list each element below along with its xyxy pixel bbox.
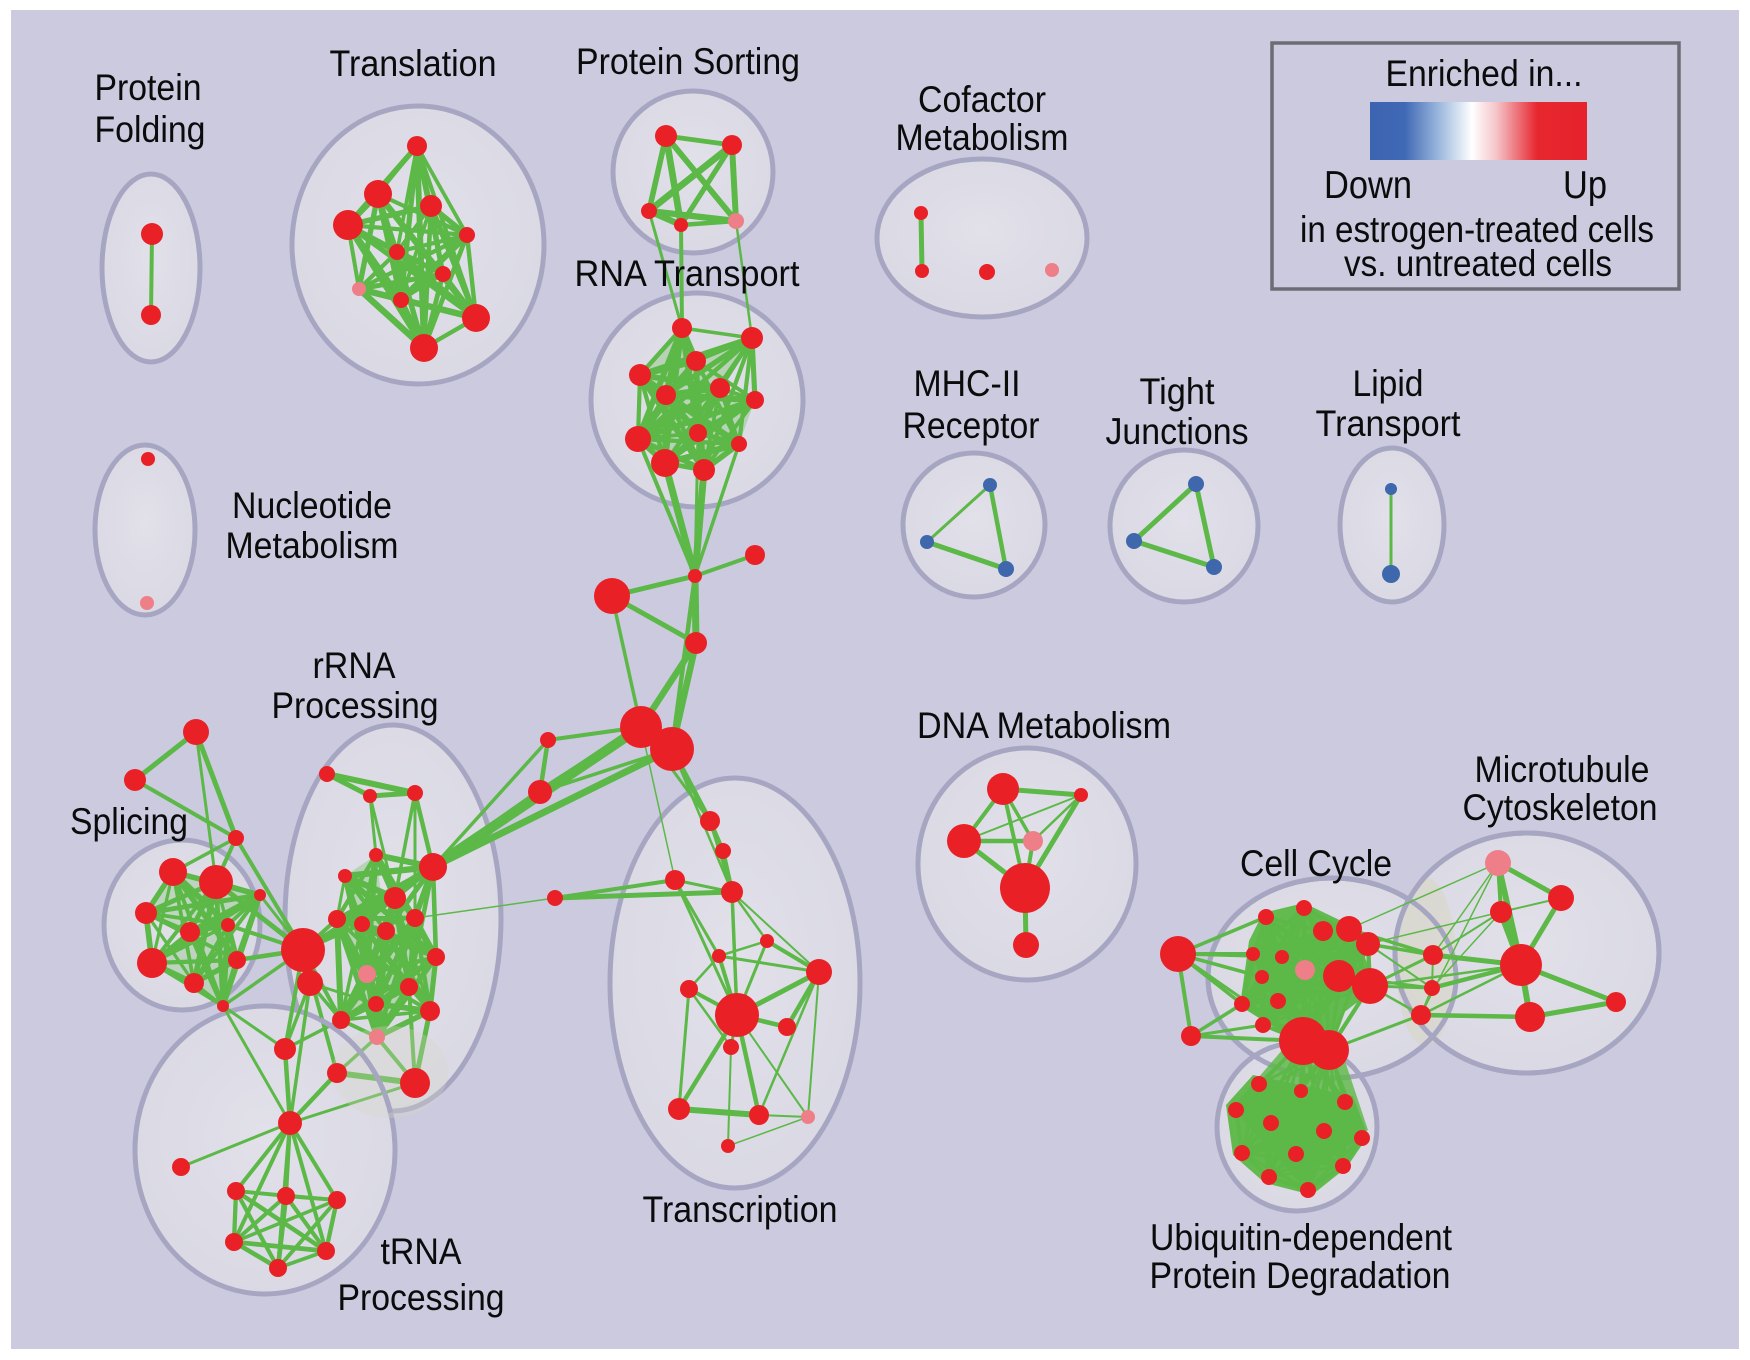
svg-text:Cofactor: Cofactor [918,78,1046,120]
svg-text:Processing: Processing [338,1276,505,1318]
svg-text:Cytoskeleton: Cytoskeleton [1463,786,1658,828]
svg-text:MHC-II: MHC-II [914,362,1021,404]
svg-text:Nucleotide: Nucleotide [232,484,392,526]
svg-text:tRNA: tRNA [381,1230,462,1272]
svg-text:Processing: Processing [272,684,439,726]
svg-text:RNA Transport: RNA Transport [575,252,801,294]
svg-text:Enriched in...: Enriched in... [1386,52,1583,94]
svg-text:Tight: Tight [1140,370,1216,412]
svg-text:Translation: Translation [330,42,497,84]
svg-text:Protein Sorting: Protein Sorting [576,40,800,82]
svg-text:Transcription: Transcription [643,1188,838,1230]
svg-text:Receptor: Receptor [903,404,1040,446]
svg-text:vs. untreated cells: vs. untreated cells [1344,243,1612,284]
svg-text:Transport: Transport [1316,402,1462,444]
svg-text:Microtubule: Microtubule [1475,748,1650,790]
svg-text:Up: Up [1563,164,1607,207]
svg-text:Metabolism: Metabolism [896,116,1069,158]
svg-text:DNA Metabolism: DNA Metabolism [917,704,1171,746]
svg-text:Splicing: Splicing [70,800,188,842]
svg-text:Protein Degradation: Protein Degradation [1150,1254,1451,1296]
svg-text:Metabolism: Metabolism [226,524,399,566]
svg-text:Ubiquitin-dependent: Ubiquitin-dependent [1150,1216,1453,1258]
svg-text:rRNA: rRNA [313,644,396,686]
svg-text:in estrogen-treated cells: in estrogen-treated cells [1300,209,1654,250]
svg-text:Cell Cycle: Cell Cycle [1240,842,1392,884]
svg-text:Junctions: Junctions [1106,410,1249,452]
svg-text:Protein: Protein [95,66,202,108]
svg-text:Folding: Folding [95,108,206,150]
svg-text:Down: Down [1324,164,1412,207]
svg-text:Lipid: Lipid [1353,362,1424,404]
